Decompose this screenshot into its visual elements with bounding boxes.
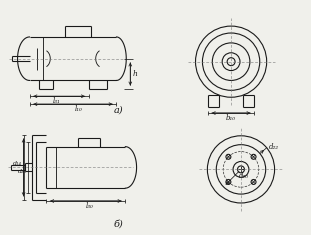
Text: d₂₅: d₂₅ bbox=[17, 169, 26, 174]
Text: d₂₂: d₂₂ bbox=[269, 143, 279, 151]
Text: d₁₄: d₁₄ bbox=[13, 161, 21, 166]
Text: l₃₀: l₃₀ bbox=[86, 202, 94, 210]
Text: b₁₀: b₁₀ bbox=[226, 114, 236, 122]
Text: a): a) bbox=[114, 105, 123, 114]
Text: d₂₀: d₂₀ bbox=[239, 172, 249, 180]
Text: h: h bbox=[133, 70, 138, 78]
Text: l₁₀: l₁₀ bbox=[75, 105, 83, 113]
Text: б): б) bbox=[114, 220, 123, 229]
Text: l₃₁: l₃₁ bbox=[52, 97, 60, 105]
